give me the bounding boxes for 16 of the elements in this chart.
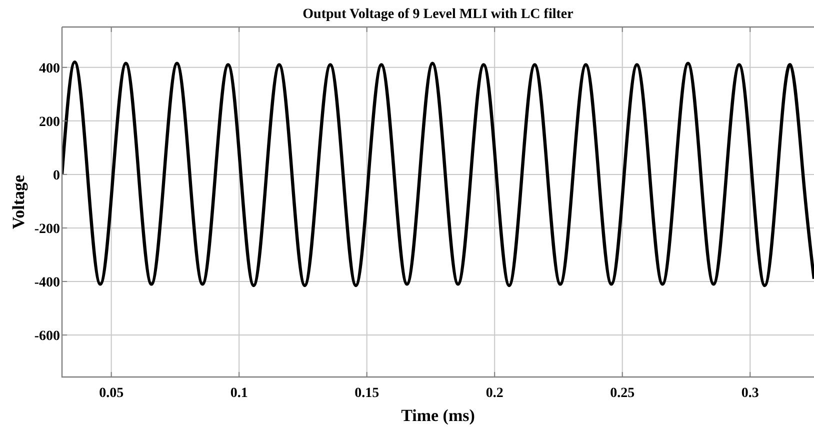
x-tick-label: 0.25 xyxy=(610,386,635,401)
chart-title: Output Voltage of 9 Level MLI with LC filter xyxy=(302,7,574,22)
y-tick-label: 400 xyxy=(39,61,60,76)
x-tick-label: 0.1 xyxy=(230,386,248,401)
x-tick-label: 0.15 xyxy=(354,386,380,401)
y-axis-title: Voltage xyxy=(9,174,28,230)
x-tick-label: 0.05 xyxy=(99,386,124,401)
y-tick-label: -400 xyxy=(34,275,60,290)
x-tick-label: 0.3 xyxy=(741,386,759,401)
y-tick-label: -600 xyxy=(34,328,60,344)
x-tick-label: 0.2 xyxy=(486,386,504,401)
y-tick-label: 0 xyxy=(53,168,60,184)
y-tick-label: -200 xyxy=(34,222,60,237)
x-axis-title: Time (ms) xyxy=(401,406,475,425)
y-tick-label: 200 xyxy=(39,114,60,130)
line-series xyxy=(62,60,814,288)
